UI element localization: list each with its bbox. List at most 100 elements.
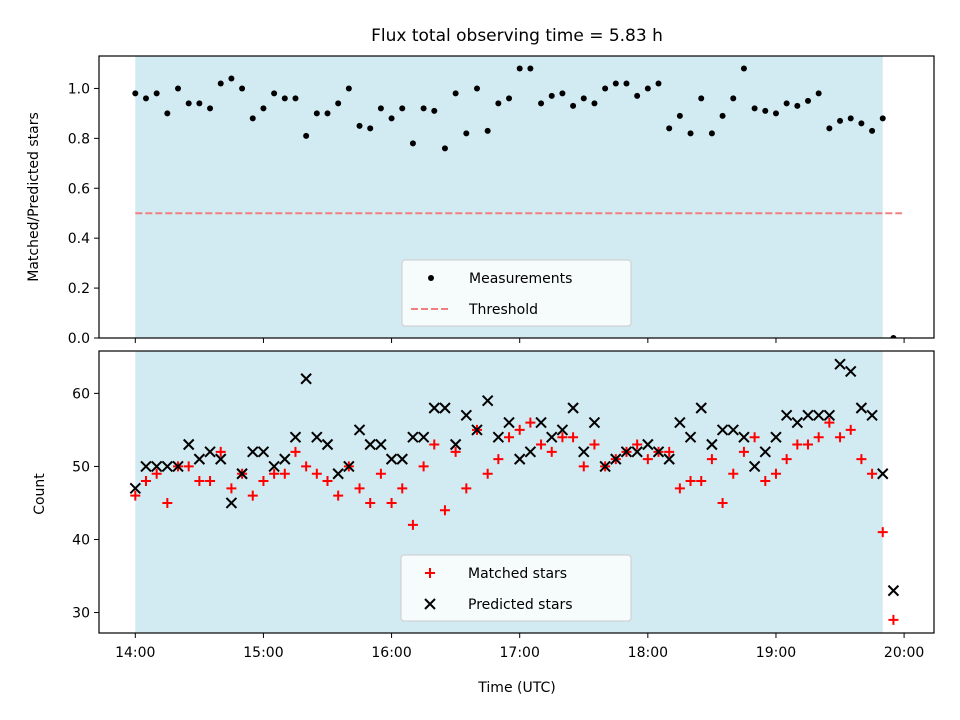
top-dot-point: [463, 130, 470, 137]
bottom-plus-point: [642, 454, 653, 465]
top-dot-point: [634, 92, 641, 99]
top-dot-point: [559, 90, 566, 97]
bottom-x-tick-label: 18:00: [628, 645, 668, 661]
bottom-x-point: [524, 446, 537, 458]
bottom-plus-point: [194, 476, 205, 487]
top-dot-point: [751, 105, 758, 112]
top-legend-dot-marker: [428, 275, 434, 281]
top-dot-point: [335, 100, 342, 107]
top-y-tick-label: 1.0: [68, 81, 90, 97]
bottom-plus-point: [183, 461, 194, 472]
top-dot-point: [271, 90, 278, 97]
chart-title: Flux total observing time = 5.83 h: [371, 26, 663, 46]
top-dot-point: [612, 80, 619, 87]
bottom-x-point: [385, 453, 398, 465]
bottom-x-point: [513, 453, 526, 465]
bottom-x-point: [823, 409, 836, 421]
top-dot-point: [602, 85, 609, 92]
bottom-x-point: [652, 446, 665, 458]
bottom-plus-point: [589, 439, 600, 450]
bottom-x-tick-label: 17:00: [500, 645, 540, 661]
bottom-y-tick-label: 50: [72, 459, 90, 475]
bottom-x-point: [642, 438, 654, 451]
bottom-plus-point: [813, 432, 824, 443]
bottom-x-point: [289, 431, 302, 443]
bottom-x-point: [161, 460, 174, 473]
bottom-x-point: [353, 424, 366, 436]
top-axes-frame: [98, 55, 935, 339]
bottom-x-point: [492, 431, 505, 443]
top-dot-point: [377, 105, 384, 112]
bottom-x-point: [706, 438, 718, 451]
bottom-legend-plus-marker: [425, 568, 435, 578]
bottom-plus-point: [301, 461, 312, 472]
bottom-plus-point: [696, 476, 707, 487]
bottom-axes-frame: [98, 350, 935, 634]
bottom-plus-point: [770, 468, 781, 479]
bottom-plus-point: [867, 468, 878, 479]
bottom-plus-point: [450, 446, 461, 457]
bottom-plus-point: [311, 468, 322, 479]
bottom-x-point: [716, 424, 729, 436]
top-dot-point: [783, 100, 790, 107]
top-dot-point: [324, 110, 331, 117]
top-dot-point: [538, 100, 545, 107]
top-dot-point: [388, 115, 395, 122]
bottom-plus-point: [728, 468, 739, 479]
top-dot-point: [730, 95, 737, 102]
bottom-x-point: [599, 460, 611, 473]
top-dot-point: [708, 130, 715, 137]
bottom-x-tick-label: 14:00: [115, 645, 155, 661]
bottom-x-point: [204, 446, 216, 458]
top-dot-point: [409, 140, 416, 147]
bottom-plus-point: [397, 483, 408, 494]
bottom-plus-point: [749, 432, 760, 443]
bottom-x-point: [877, 468, 889, 480]
bottom-plus-point: [685, 476, 696, 487]
top-dot-point: [772, 110, 779, 117]
top-dot-point: [303, 132, 310, 139]
bottom-plus-point: [717, 497, 728, 508]
bottom-plus-point: [557, 432, 568, 443]
bottom-x-point: [193, 453, 206, 465]
top-dot-point: [260, 105, 267, 112]
top-dot-point: [719, 112, 726, 119]
bottom-plus-point: [205, 476, 216, 487]
y-axis-label-ratio: Matched/Predicted stars: [26, 112, 42, 282]
bottom-x-point: [674, 416, 686, 429]
bottom-plus-point: [845, 424, 856, 435]
bottom-legend-label: Matched stars: [468, 566, 567, 582]
bottom-plus-point: [632, 439, 643, 450]
bottom-plus-point: [429, 439, 440, 450]
top-dot-point: [847, 115, 854, 122]
top-dot-point: [527, 65, 534, 72]
bottom-x-point: [300, 373, 312, 385]
top-dot-point: [623, 80, 630, 87]
bottom-x-point: [845, 365, 857, 378]
top-y-tick-label: 0.4: [68, 231, 90, 247]
top-y-tick-label: 0.2: [68, 281, 90, 297]
bottom-plus-point: [407, 519, 418, 530]
top-dot-point: [281, 95, 288, 102]
bottom-x-point: [556, 424, 569, 436]
top-panel-flux-ratio: 0.0 0.2 0.4 0.6 0.8 1.0 Measurements Threshold: [68, 55, 935, 347]
top-legend-label: Threshold: [468, 302, 538, 318]
bottom-plus-point: [493, 454, 504, 465]
top-dot-point: [207, 105, 214, 112]
bottom-x-point: [279, 453, 291, 465]
top-dot-point: [879, 115, 886, 122]
bottom-plus-point: [514, 424, 525, 435]
bottom-plus-point: [536, 439, 547, 450]
top-dot-point: [548, 92, 555, 99]
bottom-plus-point: [247, 490, 258, 501]
bottom-x-point: [663, 453, 675, 465]
bottom-plus-point: [269, 468, 280, 479]
bottom-x-point: [684, 431, 697, 443]
bottom-plus-point: [151, 468, 162, 479]
top-dot-point: [239, 85, 246, 92]
top-y-tick-label: 0.8: [68, 131, 90, 147]
bottom-plus-point: [706, 454, 717, 465]
top-dot-point: [762, 107, 769, 114]
bottom-x-point: [727, 424, 739, 436]
bottom-plus-point: [674, 483, 685, 494]
